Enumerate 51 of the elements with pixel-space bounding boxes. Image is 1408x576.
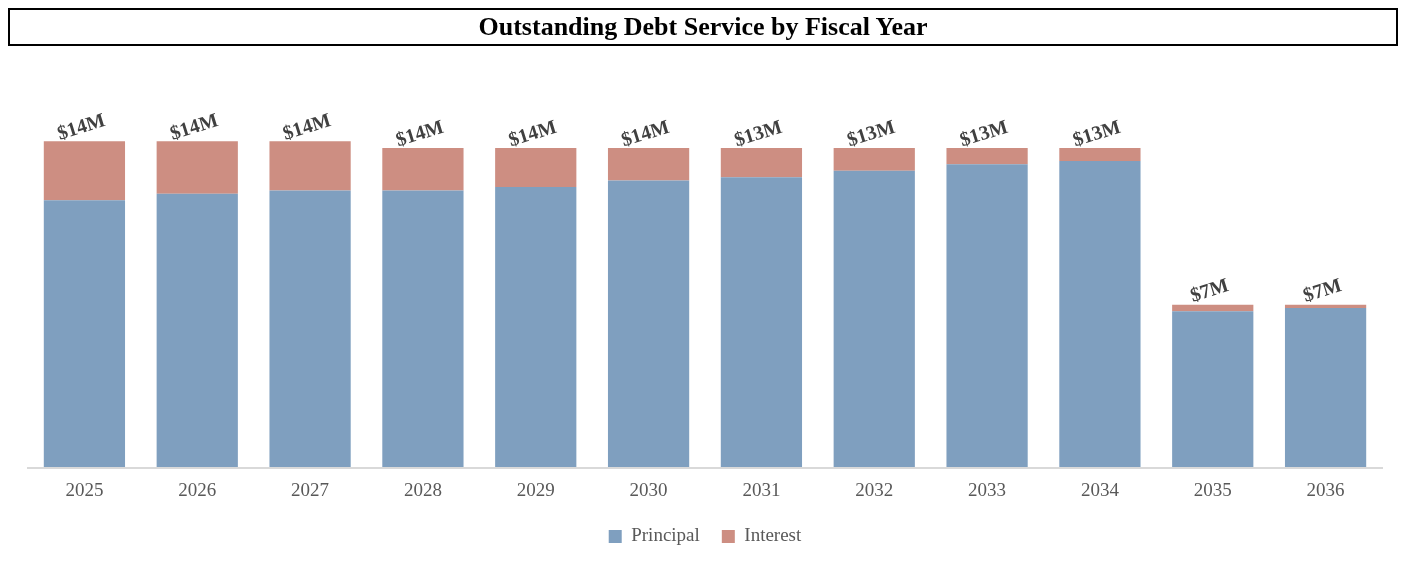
bar [1172,311,1254,469]
annotation: $7M [1300,273,1345,306]
bar [833,170,915,469]
bar [495,147,577,188]
bar [382,190,464,469]
bar [156,193,238,469]
x-tick-label: 2026 [178,478,217,500]
annotation: $13M [1069,114,1124,151]
legend-label: Principal [631,524,700,546]
x-tick-label: 2028 [403,478,442,500]
annotation: $14M [167,108,221,144]
x-tick-label: 2035 [1193,478,1232,500]
bar [1284,308,1367,469]
annotation: $13M [844,114,898,151]
x-tick-label: 2034 [1080,478,1120,500]
x-tick-label: 2032 [855,478,894,500]
bar [495,187,577,469]
bar [1284,304,1367,309]
bar [1059,160,1141,469]
bar [946,147,1028,165]
bar [1172,304,1254,312]
bar [156,141,238,194]
x-tick-label: 2031 [742,478,781,500]
bar [269,190,351,469]
annotation: $14M [54,108,108,144]
bar [269,141,351,191]
bar [607,180,690,469]
x-tick-label: 2027 [291,478,330,500]
bar [43,200,126,469]
bar [607,147,690,181]
x-tick-label: 2029 [516,478,555,500]
bar [720,177,803,469]
bar [1059,147,1141,161]
x-tick-label: 2033 [968,478,1007,500]
annotation: $14M [280,108,334,144]
bar [43,141,126,201]
annotation: $14M [505,114,559,151]
annotation: $14M [392,114,447,151]
x-tick-label: 2025 [65,478,104,500]
x-tick-label: 2030 [629,478,668,500]
annotation: $13M [731,114,785,151]
bar [382,147,464,191]
bar [833,147,915,171]
chart-title: Outstanding Debt Service by Fiscal Year [8,8,1398,46]
x-tick-label: 2036 [1306,478,1345,500]
bar [720,147,803,178]
legend-label: Interest [744,524,803,546]
bar [946,164,1028,469]
annotation: $13M [957,114,1011,151]
annotation: $14M [618,114,672,151]
annotation: $7M [1187,273,1232,306]
